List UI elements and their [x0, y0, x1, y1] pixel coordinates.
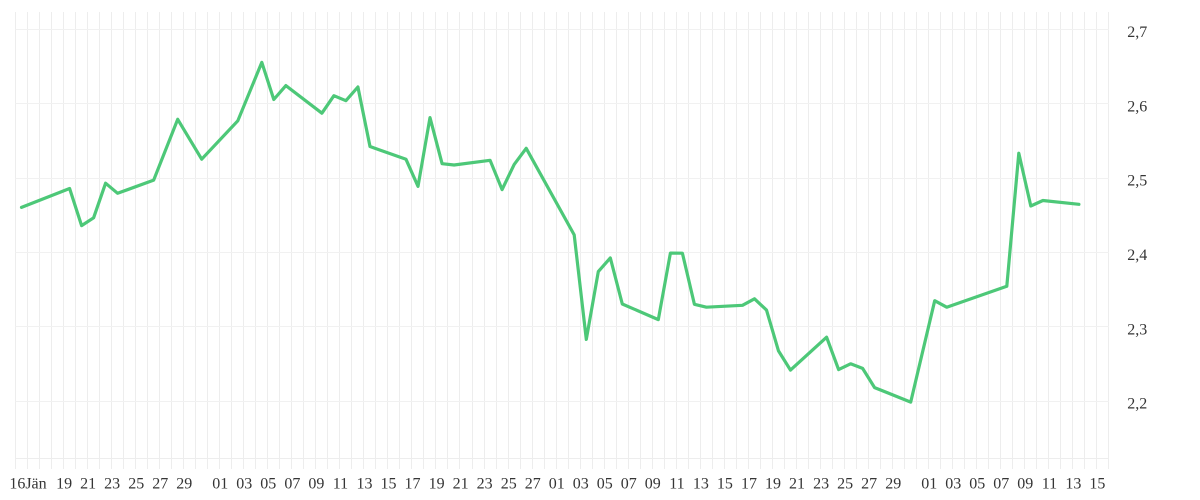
svg-text:29: 29 [176, 476, 192, 493]
svg-text:05: 05 [969, 476, 985, 493]
svg-text:15: 15 [1089, 476, 1105, 493]
svg-text:13: 13 [1065, 476, 1081, 493]
svg-text:19: 19 [56, 476, 72, 493]
svg-text:11: 11 [333, 476, 348, 493]
svg-text:2,2: 2,2 [1127, 396, 1147, 413]
svg-text:25: 25 [501, 476, 517, 493]
svg-text:27: 27 [152, 476, 168, 493]
svg-text:21: 21 [789, 476, 805, 493]
svg-text:11: 11 [1042, 476, 1057, 493]
svg-text:05: 05 [260, 476, 276, 493]
svg-text:23: 23 [477, 476, 493, 493]
svg-text:03: 03 [236, 476, 252, 493]
svg-text:07: 07 [284, 476, 300, 493]
svg-text:27: 27 [525, 476, 541, 493]
svg-text:23: 23 [104, 476, 120, 493]
svg-text:07: 07 [993, 476, 1009, 493]
svg-text:01: 01 [921, 476, 937, 493]
svg-text:09: 09 [645, 476, 661, 493]
svg-text:2,6: 2,6 [1127, 98, 1147, 115]
svg-text:01: 01 [549, 476, 565, 493]
svg-text:2,4: 2,4 [1127, 247, 1147, 264]
svg-text:23: 23 [813, 476, 829, 493]
svg-text:15: 15 [717, 476, 733, 493]
svg-text:19: 19 [429, 476, 445, 493]
svg-text:25: 25 [128, 476, 144, 493]
svg-text:07: 07 [621, 476, 637, 493]
svg-text:29: 29 [885, 476, 901, 493]
svg-text:2,7: 2,7 [1127, 24, 1147, 41]
svg-text:17: 17 [405, 476, 421, 493]
svg-text:16Jän: 16Jän [9, 476, 46, 493]
svg-text:2,5: 2,5 [1127, 173, 1147, 190]
svg-text:19: 19 [765, 476, 781, 493]
svg-text:21: 21 [80, 476, 96, 493]
svg-text:05: 05 [597, 476, 613, 493]
svg-text:17: 17 [741, 476, 757, 493]
svg-text:27: 27 [861, 476, 877, 493]
svg-text:2,3: 2,3 [1127, 321, 1147, 338]
svg-text:11: 11 [669, 476, 684, 493]
svg-text:03: 03 [573, 476, 589, 493]
svg-text:25: 25 [837, 476, 853, 493]
svg-text:09: 09 [1017, 476, 1033, 493]
svg-text:21: 21 [453, 476, 469, 493]
svg-text:01: 01 [212, 476, 228, 493]
svg-text:09: 09 [308, 476, 324, 493]
svg-text:03: 03 [945, 476, 961, 493]
svg-text:13: 13 [357, 476, 373, 493]
svg-text:13: 13 [693, 476, 709, 493]
svg-text:15: 15 [381, 476, 397, 493]
